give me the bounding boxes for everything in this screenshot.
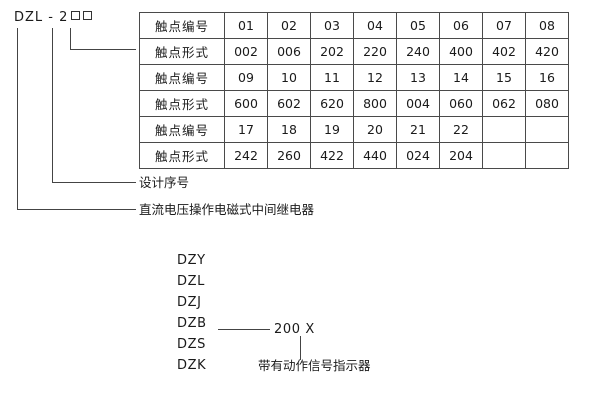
table-cell: [525, 142, 569, 169]
table-row-label: 触点形式: [139, 142, 225, 169]
contact-table: 触点编号 01 02 03 04 05 06 07 08 触点形式 002 006 202 220 240 4…: [139, 12, 569, 169]
table-cell: 04: [353, 12, 397, 39]
indicator-label: 带有动作信号指示器: [258, 358, 371, 373]
table-cell: 05: [396, 12, 440, 39]
series-list: DZY DZL DZJ DZB DZS DZK: [177, 250, 207, 376]
table-cell: 402: [482, 38, 526, 65]
table-cell: 260: [267, 142, 311, 169]
table-row: 触点形式 002 006 202 220 240 400 402 420: [139, 38, 569, 65]
table-row: 触点编号 17 18 19 20 21 22: [139, 116, 569, 143]
leader-line-relay-description: [17, 28, 136, 210]
table-cell: 204: [439, 142, 483, 169]
table-cell: 400: [439, 38, 483, 65]
table-cell: 060: [439, 90, 483, 117]
table-cell: 02: [267, 12, 311, 39]
table-cell: 800: [353, 90, 397, 117]
model-code: DZL - 2: [14, 10, 93, 25]
model-code-box-1: [71, 11, 81, 20]
table-cell: 004: [396, 90, 440, 117]
table-cell: 16: [525, 64, 569, 91]
table-cell: [525, 116, 569, 143]
table-cell: 17: [224, 116, 268, 143]
series-item: DZY: [177, 253, 206, 268]
series-connector-line: [218, 329, 270, 330]
model-code-prefix: DZL - 2: [14, 10, 69, 25]
table-cell: 220: [353, 38, 397, 65]
table-row: 触点编号 09 10 11 12 13 14 15 16: [139, 64, 569, 91]
table-cell: [482, 142, 526, 169]
table-cell: 620: [310, 90, 354, 117]
leader-line-design-number: [52, 28, 136, 183]
table-cell: 12: [353, 64, 397, 91]
table-cell: 07: [482, 12, 526, 39]
indicator-leader-line: [300, 336, 301, 360]
table-cell: 15: [482, 64, 526, 91]
table-cell: 10: [267, 64, 311, 91]
table-cell: 20: [353, 116, 397, 143]
table-cell: 242: [224, 142, 268, 169]
table-cell: 11: [310, 64, 354, 91]
series-item: DZB: [177, 316, 207, 331]
table-row: 触点形式 600 602 620 800 004 060 062 080: [139, 90, 569, 117]
table-cell: 600: [224, 90, 268, 117]
table-cell: 03: [310, 12, 354, 39]
series-suffix-label: 200 X: [274, 322, 315, 337]
table-cell: 420: [525, 38, 569, 65]
table-row-label: 触点编号: [139, 12, 225, 39]
model-code-box-2: [83, 11, 93, 20]
contact-table-body: 触点编号 01 02 03 04 05 06 07 08 触点形式 002 006 202 220 240 4…: [139, 12, 569, 169]
series-item: DZK: [177, 358, 207, 373]
leader-line-contact-table: [70, 28, 136, 50]
table-cell: 002: [224, 38, 268, 65]
table-cell: 062: [482, 90, 526, 117]
table-row-label: 触点编号: [139, 116, 225, 143]
table-cell: 09: [224, 64, 268, 91]
table-cell: 01: [224, 12, 268, 39]
table-row: 触点形式 242 260 422 440 024 204: [139, 142, 569, 169]
table-cell: 18: [267, 116, 311, 143]
table-row: 触点编号 01 02 03 04 05 06 07 08: [139, 12, 569, 39]
table-cell: 240: [396, 38, 440, 65]
table-cell: [482, 116, 526, 143]
table-cell: 08: [525, 12, 569, 39]
table-cell: 024: [396, 142, 440, 169]
table-row-label: 触点编号: [139, 64, 225, 91]
series-item: DZL: [177, 274, 205, 289]
table-cell: 19: [310, 116, 354, 143]
table-cell: 080: [525, 90, 569, 117]
callout-relay-description: 直流电压操作电磁式中间继电器: [139, 202, 315, 217]
table-cell: 440: [353, 142, 397, 169]
table-row-label: 触点形式: [139, 90, 225, 117]
callout-design-number: 设计序号: [139, 175, 190, 190]
table-cell: 14: [439, 64, 483, 91]
table-cell: 21: [396, 116, 440, 143]
series-item: DZJ: [177, 295, 202, 310]
table-cell: 202: [310, 38, 354, 65]
table-cell: 22: [439, 116, 483, 143]
table-row-label: 触点形式: [139, 38, 225, 65]
table-cell: 13: [396, 64, 440, 91]
table-cell: 006: [267, 38, 311, 65]
table-cell: 602: [267, 90, 311, 117]
table-cell: 422: [310, 142, 354, 169]
series-item: DZS: [177, 337, 206, 352]
table-cell: 06: [439, 12, 483, 39]
